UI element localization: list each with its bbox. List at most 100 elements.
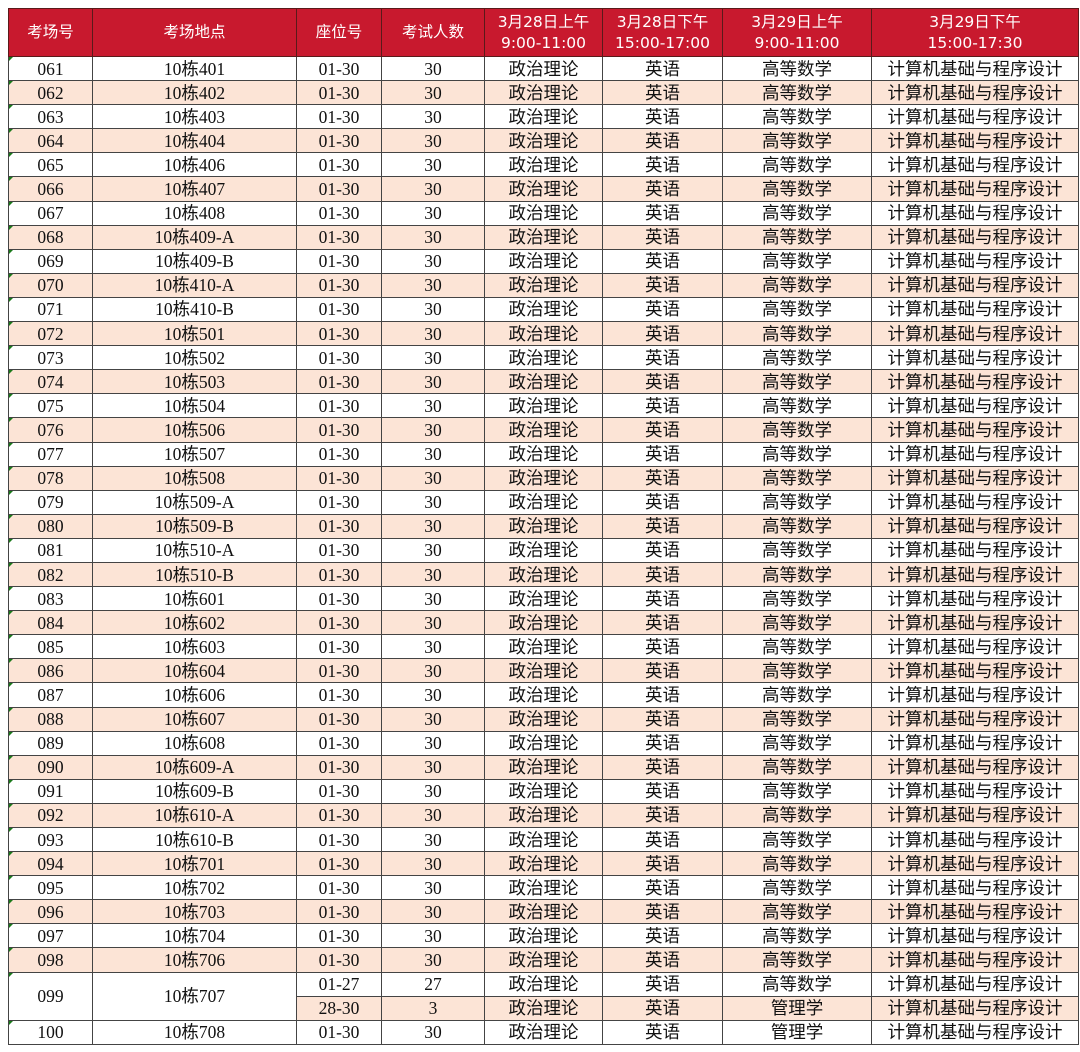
cell-room-location: 10栋607 [92,706,297,732]
header-label: 考场地点 [163,23,226,41]
cell-mar28-pm: 英语 [602,200,723,226]
cell-mar29-pm: 计算机基础与程序设计 [871,489,1079,515]
table-row: 089 10栋608 01-30 30 政治理论 英语 高等数学 计算机基础与程序设计 [8,730,1079,756]
table-row: 092 10栋610-A 01-30 30 政治理论 英语 高等数学 计算机基础与程序设计 [8,802,1079,829]
cell-exam-count: 30 [381,658,485,684]
cell-mar29-am: 高等数学 [722,393,872,419]
cell-mar28-am: 政治理论 [484,224,603,250]
cell-seat-range: 01-30 [296,224,382,250]
cell-exam-count: 30 [381,802,485,829]
header-mar28-am: 3月28日上午 9:00-11:00 [484,8,603,57]
cell-room-number: 072 [8,321,93,347]
cell-mar28-pm: 英语 [602,706,723,732]
table-row: 076 10栋506 01-30 30 政治理论 英语 高等数学 计算机基础与程序设计 [8,417,1079,443]
cell-mar29-pm: 计算机基础与程序设计 [871,152,1079,178]
cell-mar29-am: 高等数学 [722,537,872,563]
cell-mar28-am: 政治理论 [484,272,603,298]
cell-mar29-pm: 计算机基础与程序设计 [871,610,1079,636]
cell-mar28-pm: 英语 [602,875,723,901]
cell-mar28-am: 政治理论 [484,345,603,371]
cell-exam-count: 30 [381,200,485,226]
cell-room-number: 085 [8,634,93,660]
cell-room-location: 10栋708 [92,1019,297,1045]
header-time: 15:00-17:30 [927,33,1023,52]
cell-exam-count: 30 [381,393,485,419]
cell-room-location: 10栋608 [92,730,297,756]
table-row: 090 10栋609-A 01-30 30 政治理论 英语 高等数学 计算机基础与程序设计 [8,754,1079,780]
cell-exam-count: 30 [381,441,485,467]
cell-seat-range: 01-30 [296,826,382,853]
cell-room-number: 084 [8,610,93,636]
header-exam-count: 考试人数 [381,8,485,57]
header-mar28-pm: 3月28日下午 15:00-17:00 [602,8,723,57]
cell-room-location: 10栋407 [92,176,297,202]
table-row: 074 10栋503 01-30 30 政治理论 英语 高等数学 计算机基础与程序设计 [8,369,1079,395]
cell-mar29-am: 高等数学 [722,826,872,853]
header-room-location: 考场地点 [92,8,297,57]
table-row: 069 10栋409-B 01-30 30 政治理论 英语 高等数学 计算机基础与程序设计 [8,248,1079,274]
cell-mar29-am: 高等数学 [722,369,872,395]
cell-mar28-pm: 英语 [602,369,723,395]
table-row: 097 10栋704 01-30 30 政治理论 英语 高等数学 计算机基础与程序设计 [8,923,1079,949]
cell-room-location: 10栋402 [92,80,297,106]
cell-mar28-am: 政治理论 [484,658,603,684]
cell-mar29-pm: 计算机基础与程序设计 [871,513,1079,539]
header-label: 3月29日上午 [751,12,843,31]
cell-mar28-pm: 英语 [602,345,723,371]
cell-mar29-am: 高等数学 [722,610,872,636]
table-row: 093 10栋610-B 01-30 30 政治理论 英语 高等数学 计算机基础与程序设计 [8,826,1079,853]
cell-mar28-am: 政治理论 [484,152,603,178]
cell-mar29-am: 高等数学 [722,441,872,467]
cell-seat-range: 01-30 [296,176,382,202]
cell-mar28-am: 政治理论 [484,200,603,226]
cell-seat-range: 28-30 [296,995,382,1021]
cell-mar28-am: 政治理论 [484,369,603,395]
cell-mar29-am: 管理学 [722,995,872,1021]
cell-exam-count: 30 [381,706,485,732]
cell-mar28-am: 政治理论 [484,80,603,106]
cell-mar28-pm: 英语 [602,417,723,443]
cell-mar28-am: 政治理论 [484,610,603,636]
cell-mar28-am: 政治理论 [484,802,603,829]
cell-mar28-pm: 英语 [602,802,723,829]
cell-mar29-am: 高等数学 [722,634,872,660]
cell-mar28-pm: 英语 [602,947,723,973]
header-row: 考场号 考场地点 座位号 考试人数 3月28日上午 9:00-11:00 3月28日下午 15… [8,8,1079,57]
cell-room-number: 100 [8,1019,93,1045]
cell-mar28-pm: 英语 [602,610,723,636]
cell-mar28-am: 政治理论 [484,441,603,467]
cell-mar29-am: 高等数学 [722,561,872,588]
cell-room-number: 071 [8,296,93,323]
cell-exam-count: 30 [381,345,485,371]
cell-seat-range: 01-30 [296,802,382,829]
cell-room-number: 067 [8,200,93,226]
table-row: 063 10栋403 01-30 30 政治理论 英语 高等数学 计算机基础与程序设计 [8,104,1079,130]
table-row: 28-30 3 政治理论 英语 管理学 计算机基础与程序设计 [9,995,1079,1021]
cell-room-location: 10栋503 [92,369,297,395]
cell-room-location: 10栋509-B [92,513,297,539]
cell-mar29-am: 高等数学 [722,224,872,250]
cell-seat-range: 01-30 [296,561,382,588]
cell-mar29-am: 高等数学 [722,272,872,298]
cell-mar29-pm: 计算机基础与程序设计 [871,706,1079,732]
cell-room-number: 093 [8,826,93,853]
cell-mar28-am: 政治理论 [484,128,603,154]
cell-exam-count: 30 [381,899,485,925]
cell-room-location: 10栋404 [92,128,297,154]
cell-exam-count: 30 [381,586,485,612]
cell-room-number: 088 [8,706,93,732]
cell-mar29-pm: 计算机基础与程序设计 [871,586,1079,612]
table-row: 094 10栋701 01-30 30 政治理论 英语 高等数学 计算机基础与程序设计 [8,851,1079,877]
table-row: 065 10栋406 01-30 30 政治理论 英语 高等数学 计算机基础与程序设计 [8,152,1079,178]
header-label: 3月28日下午 [616,12,709,31]
cell-mar29-pm: 计算机基础与程序设计 [871,826,1079,853]
table-row: 091 10栋609-B 01-30 30 政治理论 英语 高等数学 计算机基础与程序设计 [8,778,1079,804]
cell-exam-count: 30 [381,369,485,395]
cell-mar28-am: 政治理论 [484,176,603,202]
cell-exam-count: 30 [381,417,485,443]
table-row: 077 10栋507 01-30 30 政治理论 英语 高等数学 计算机基础与程序设计 [8,441,1079,467]
cell-mar29-am: 高等数学 [722,152,872,178]
cell-room-location: 10栋510-B [92,561,297,588]
cell-room-location: 10栋703 [92,899,297,925]
table-row: 095 10栋702 01-30 30 政治理论 英语 高等数学 计算机基础与程序设计 [8,875,1079,901]
